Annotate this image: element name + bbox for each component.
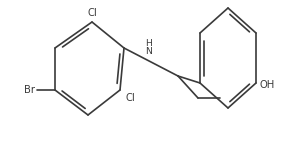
Text: H
N: H N: [145, 39, 153, 56]
Text: Cl: Cl: [87, 8, 97, 18]
Text: Cl: Cl: [126, 93, 136, 103]
Text: Br: Br: [24, 85, 35, 95]
Text: OH: OH: [260, 80, 275, 90]
